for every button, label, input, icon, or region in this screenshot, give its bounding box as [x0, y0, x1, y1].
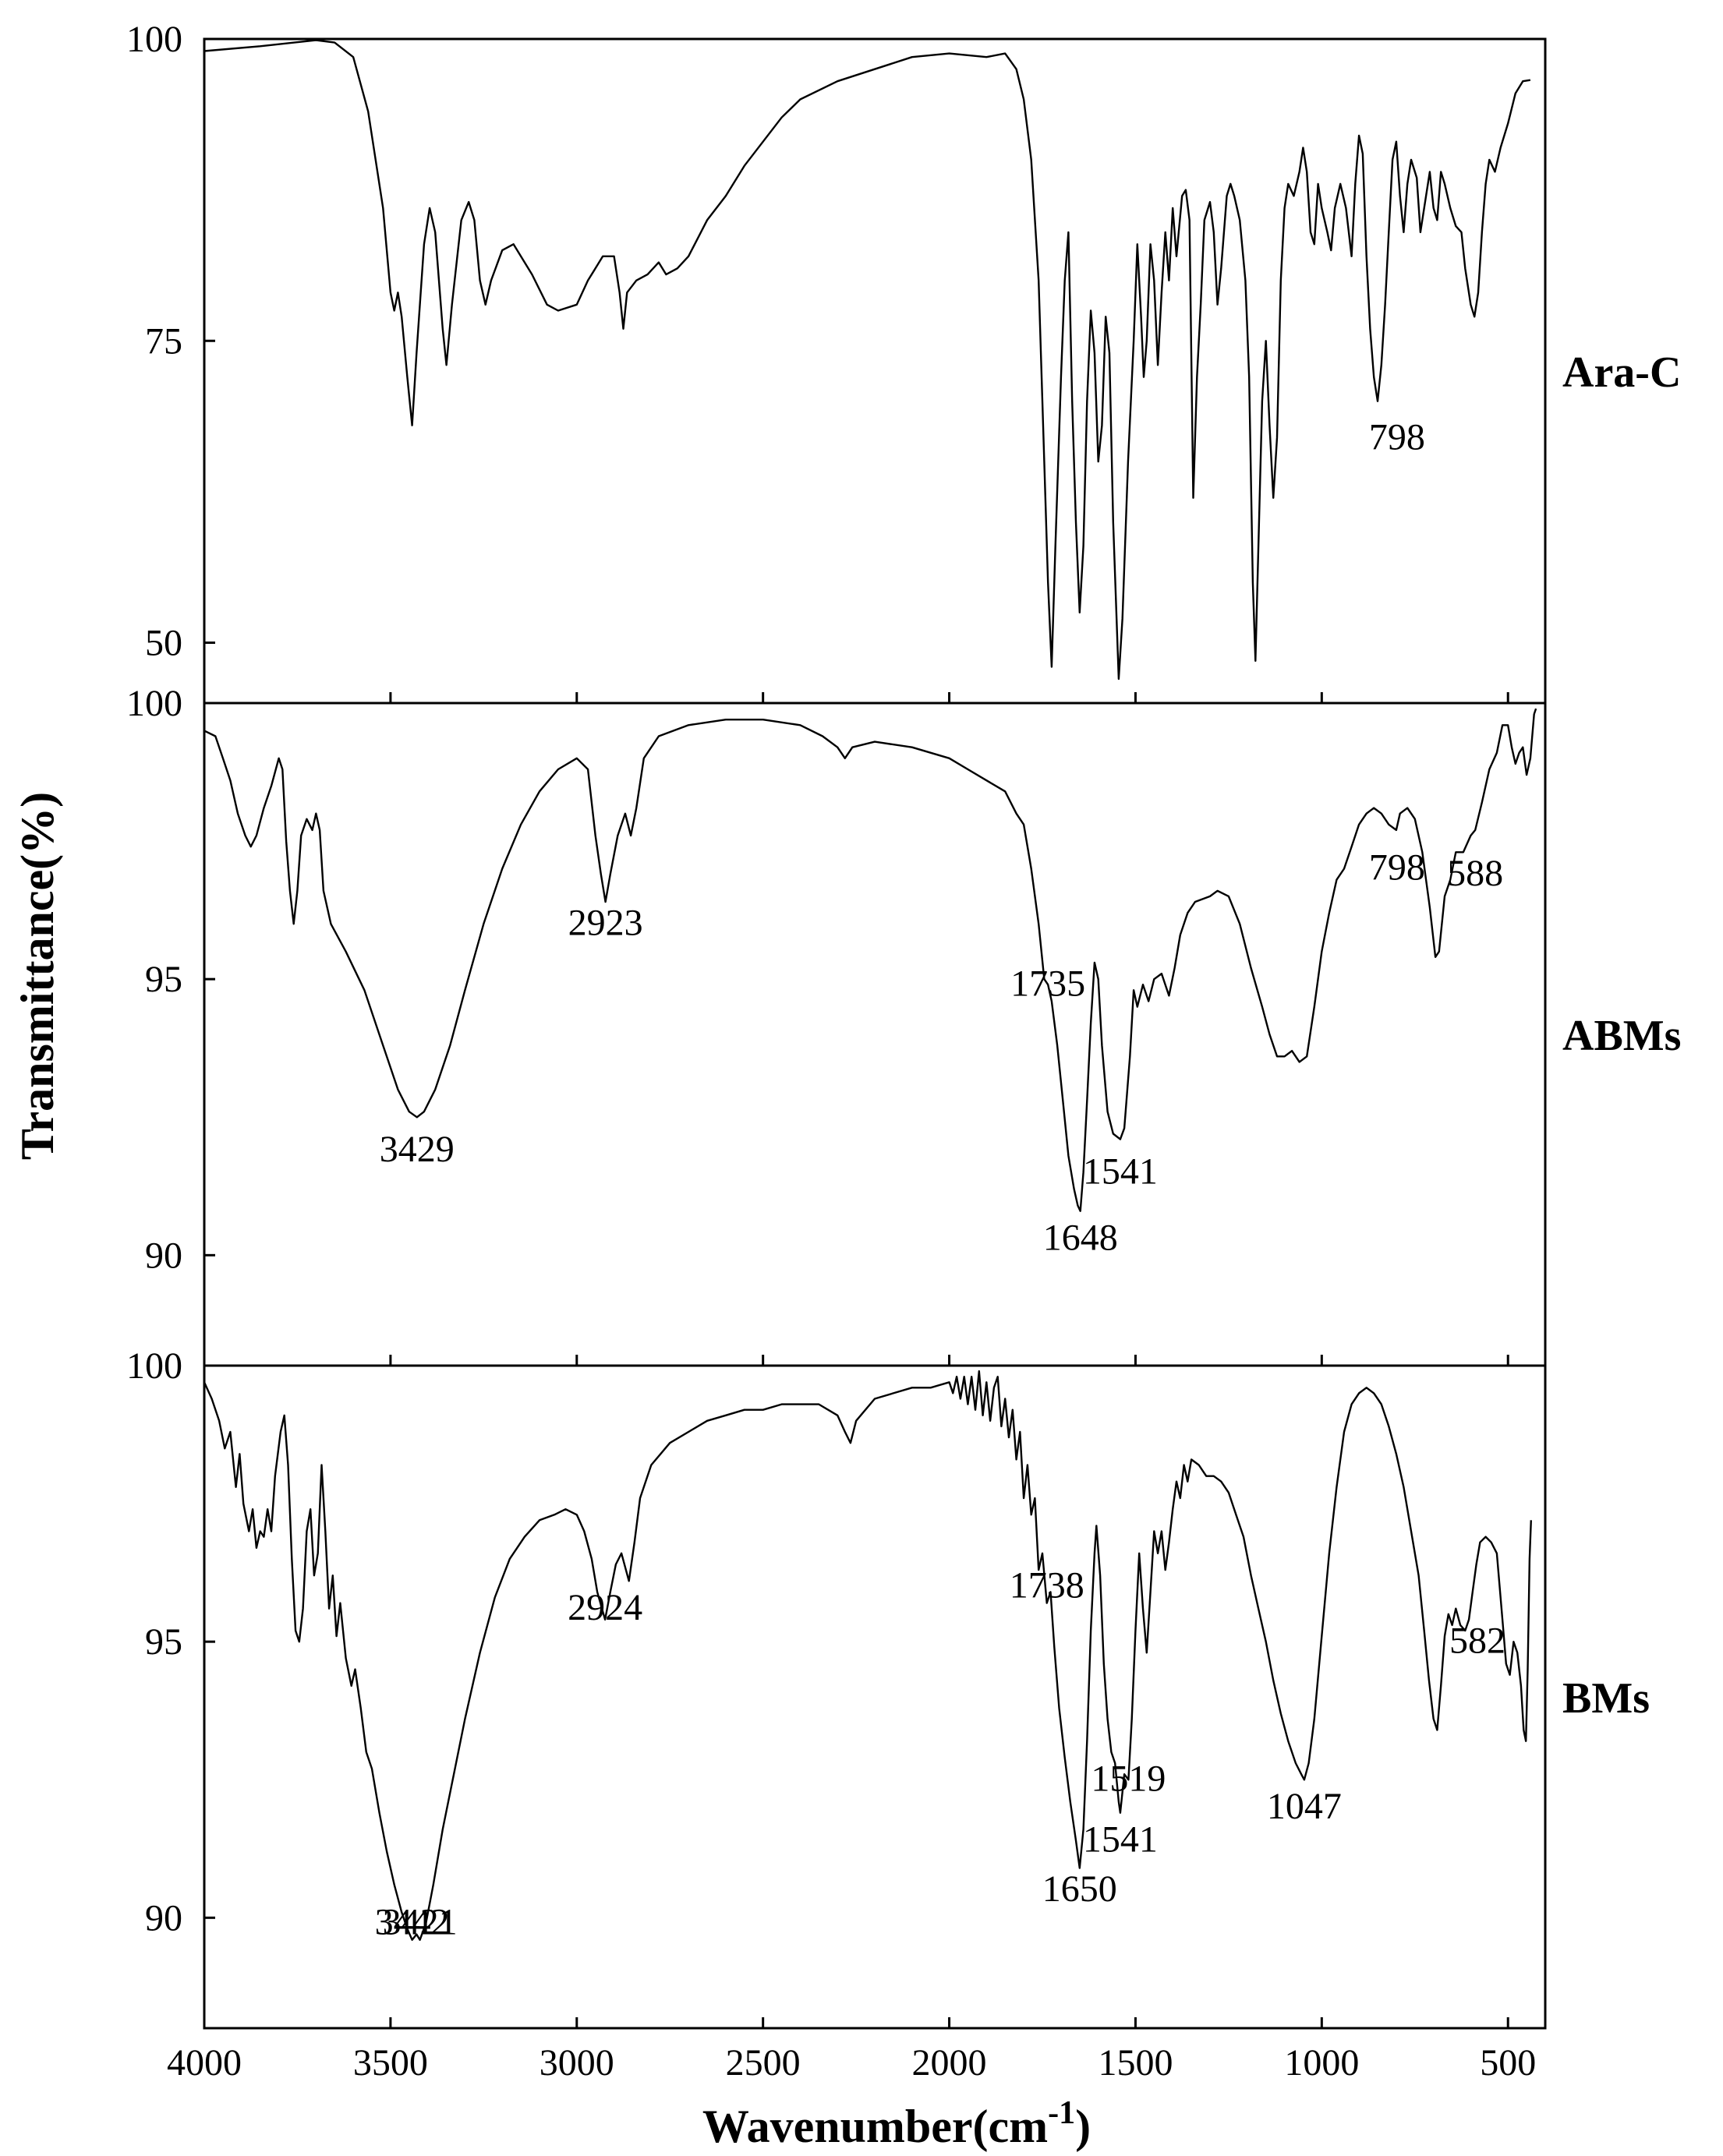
y-tick-label-bms-95: 95: [145, 1621, 182, 1663]
peak-label-bms-3421: 3421: [383, 1902, 458, 1943]
panel-label-ara-c: Ara-C: [1562, 348, 1681, 397]
peak-label-bms-1738: 1738: [1010, 1565, 1084, 1606]
panel-frame-ara-c: [204, 39, 1545, 703]
peak-label-abms-2923: 2923: [568, 903, 643, 944]
y-tick-label-abms-95: 95: [145, 959, 182, 1000]
spectrum-line-ara-c: [204, 41, 1530, 680]
y-tick-label-ara-c-100: 100: [126, 19, 182, 60]
x-axis: 4000 3500 3000 2500 2000 1500 1000 500: [167, 2042, 1536, 2084]
peak-label-abms-1735: 1735: [1010, 963, 1085, 1004]
peak-label-bms-1047: 1047: [1267, 1786, 1342, 1827]
peak-label-bms-1519: 1519: [1091, 1758, 1166, 1799]
y-tick-label-abms-100: 100: [126, 683, 182, 724]
spectra-panels: 50 75 100 798 Ara-C 90 95 100 3429 2923 1735 1541 16…: [126, 19, 1681, 2028]
peak-label-abms-1541: 1541: [1083, 1150, 1158, 1192]
peak-label-abms-588: 588: [1447, 853, 1503, 894]
peak-label-bms-582: 582: [1449, 1620, 1505, 1661]
y-tick-label-bms-90: 90: [145, 1897, 182, 1939]
y-tick-label-bms-100: 100: [126, 1345, 182, 1387]
x-tick-label-1000: 1000: [1284, 2042, 1359, 2084]
x-axis-title-main: Wavenumber(cm: [702, 2101, 1048, 2152]
y-axis-title: Transmittance(%): [12, 792, 63, 1160]
x-tick-label-2000: 2000: [912, 2042, 987, 2084]
x-axis-title-superscript: -1: [1048, 2095, 1075, 2131]
panel-abms: 90 95 100 3429 2923 1735 1541 1648 798 588 ABMs: [126, 683, 1681, 1366]
panel-bms: 9095100344234212924173815191541165010475…: [126, 1345, 1650, 2028]
peak-label-abms-1648: 1648: [1043, 1217, 1118, 1258]
peak-label-bms-1541: 1541: [1083, 1818, 1158, 1860]
y-tick-label-ara-c-50: 50: [145, 623, 182, 664]
y-tick-label-abms-90: 90: [145, 1235, 182, 1276]
x-tick-label-4000: 4000: [167, 2042, 242, 2084]
peak-label-abms-3429: 3429: [380, 1129, 455, 1170]
x-axis-title: Wavenumber(cm-1): [702, 2095, 1091, 2152]
panel-label-abms: ABMs: [1562, 1012, 1681, 1060]
x-tick-label-1500: 1500: [1098, 2042, 1173, 2084]
peak-label-ara-c-798: 798: [1369, 417, 1425, 458]
panel-frame-abms: [204, 703, 1545, 1366]
x-tick-label-3500: 3500: [353, 2042, 428, 2084]
panel-ara-c: 50 75 100 798 Ara-C: [126, 19, 1681, 703]
peak-label-abms-798: 798: [1369, 847, 1425, 889]
peak-label-bms-1650: 1650: [1042, 1868, 1117, 1910]
y-tick-label-ara-c-75: 75: [145, 320, 182, 362]
peak-label-bms-2924: 2924: [568, 1587, 642, 1628]
x-axis-title-close: ): [1075, 2101, 1091, 2152]
spectrum-line-bms: [204, 1371, 1531, 1940]
x-tick-label-2500: 2500: [726, 2042, 801, 2084]
x-tick-label-500: 500: [1480, 2042, 1536, 2084]
panel-label-bms: BMs: [1562, 1674, 1650, 1723]
x-tick-label-3000: 3000: [540, 2042, 614, 2084]
